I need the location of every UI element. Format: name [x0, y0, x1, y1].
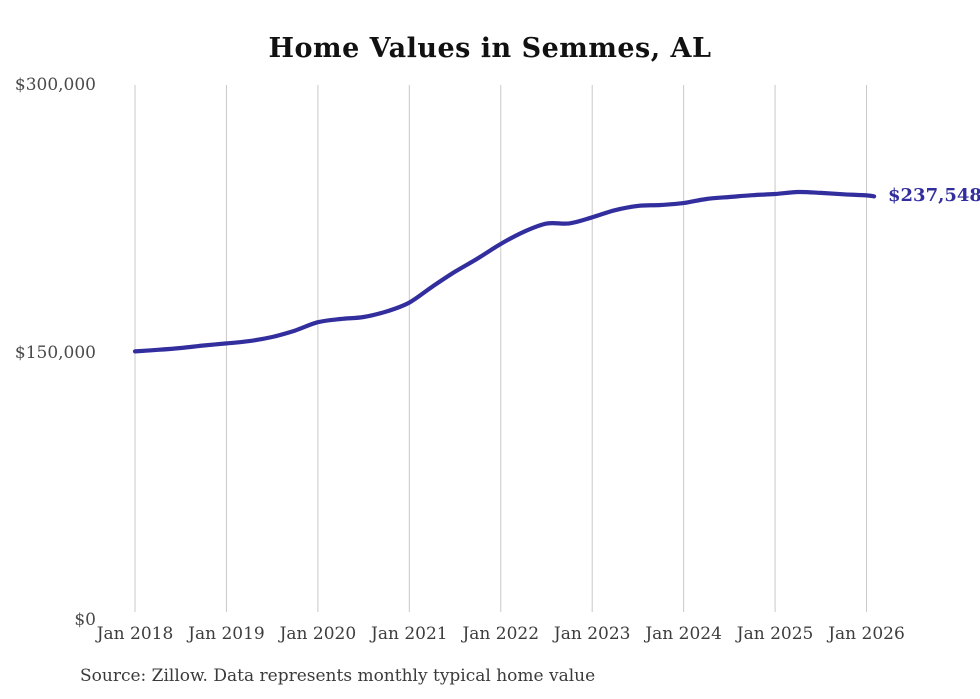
- y-axis-tick-label: $150,000: [14, 342, 96, 363]
- x-axis-tick-label: Jan 2021: [371, 624, 448, 644]
- x-axis-tick-label: Jan 2018: [96, 624, 174, 644]
- value-line: [132, 189, 877, 354]
- chart-title: Home Values in Semmes, AL: [268, 33, 712, 64]
- x-axis-tick-label: Jan 2025: [736, 624, 814, 644]
- last-value-label: $237,548: [888, 185, 980, 206]
- x-axis-tick-label: Jan 2019: [188, 624, 265, 644]
- x-axis-tick-label: Jan 2023: [553, 624, 631, 644]
- y-axis-tick-label: $0: [74, 610, 96, 630]
- x-axis-tick-label: Jan 2022: [462, 624, 540, 644]
- source-note: Source: Zillow. Data represents monthly …: [80, 666, 596, 686]
- x-axis-tick-label: Jan 2026: [828, 624, 905, 644]
- x-axis-tick-label: Jan 2024: [645, 624, 722, 644]
- x-axis-tick-label: Jan 2020: [279, 624, 357, 644]
- y-axis-tick-label: $300,000: [14, 75, 96, 95]
